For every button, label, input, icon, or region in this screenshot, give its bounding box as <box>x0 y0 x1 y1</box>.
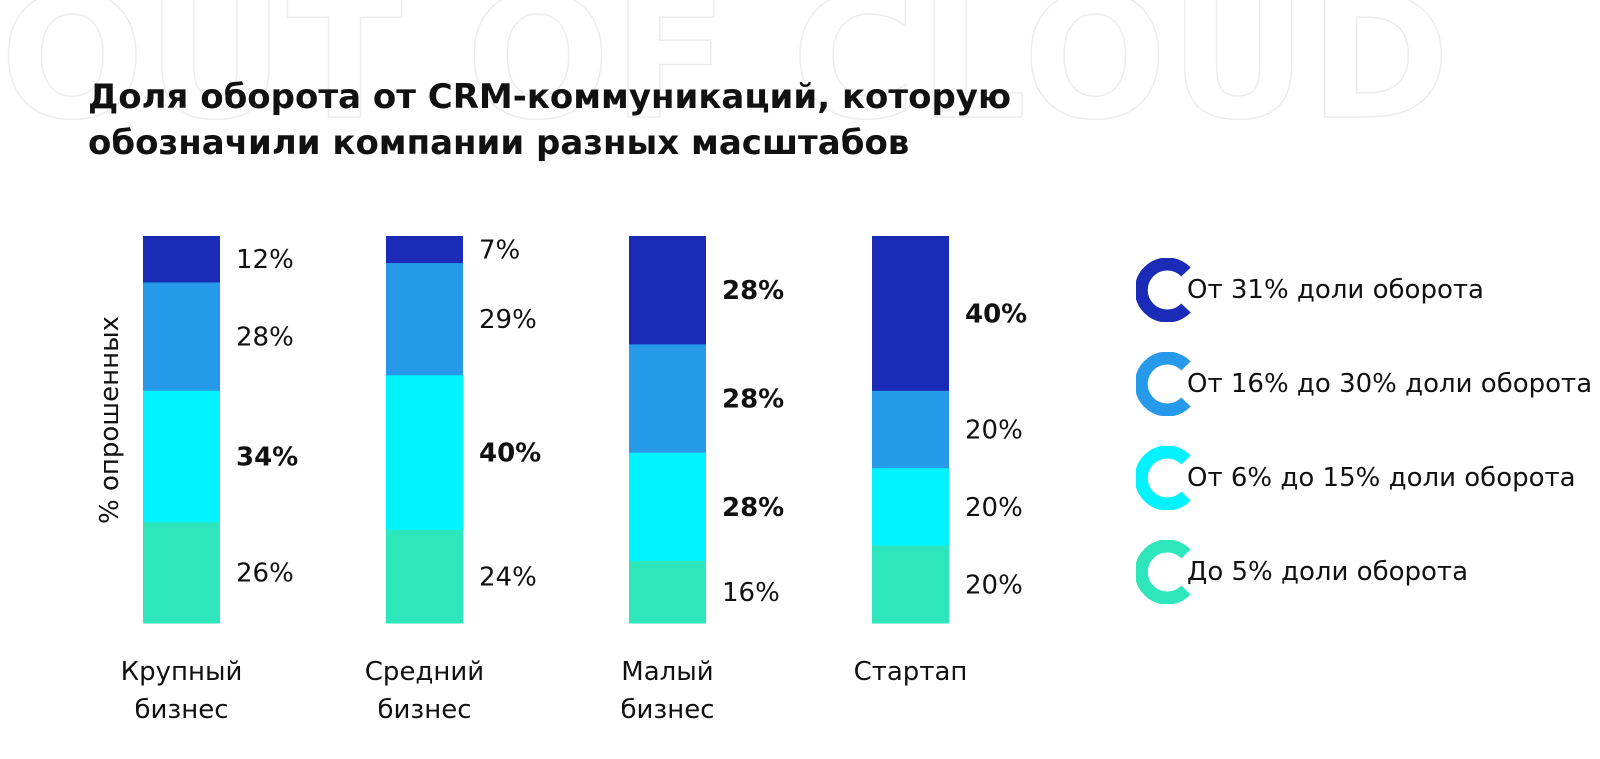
legend-swatch-icon <box>1136 540 1191 604</box>
category-label: бизнес <box>134 695 228 725</box>
bar-segment <box>386 530 463 624</box>
bar-segment <box>872 468 949 547</box>
legend-swatch-icon <box>1136 258 1191 322</box>
data-label: 40% <box>965 299 1027 329</box>
data-label: 24% <box>479 563 537 593</box>
chart-title-line-1: Доля оборота от CRM-коммуникаций, котору… <box>88 77 1011 117</box>
legend-label: До 5% доли оборота <box>1187 557 1468 587</box>
data-label: 20% <box>965 570 1023 600</box>
legend-label: От 16% до 30% доли оборота <box>1187 369 1593 399</box>
bar-segment <box>872 390 949 469</box>
legend-item-6-15: От 6% до 15% доли оборота <box>1136 446 1600 510</box>
stacked-bar-chart: 12% 28% 34% 26% Крупный бизнес 7% 29% 40% 24% Сред… <box>121 236 1028 725</box>
data-label: 26% <box>236 559 294 589</box>
data-label: 20% <box>965 416 1023 446</box>
legend-item-16-30: От 16% до 30% доли оборота <box>1136 352 1600 416</box>
data-label: 28% <box>236 323 294 353</box>
chart-title-line-2: обозначили компании разных масштабов <box>88 123 910 163</box>
data-label: 29% <box>479 305 537 335</box>
legend-swatch-icon <box>1136 352 1191 416</box>
bar-segment <box>872 236 949 392</box>
data-label: 16% <box>722 578 780 608</box>
legend-item-31-plus: От 31% доли оборота <box>1136 258 1600 322</box>
legend-label: От 31% доли оборота <box>1187 275 1484 305</box>
data-label: 28% <box>722 493 784 523</box>
bar-segment <box>143 236 220 283</box>
bar-segment <box>143 282 220 392</box>
bar-segment <box>143 522 220 624</box>
watermark-logo: OUT OF CLOUD <box>0 0 1453 159</box>
data-label: 20% <box>965 493 1023 523</box>
legend-swatch-shape <box>1136 540 1191 604</box>
legend-swatch-shape <box>1136 446 1191 510</box>
data-label: 12% <box>236 245 294 275</box>
category-label: Стартап <box>854 657 968 687</box>
category-label: бизнес <box>620 695 714 725</box>
category-label: бизнес <box>377 695 471 725</box>
bar-segment <box>386 375 463 531</box>
category-label: Средний <box>365 657 484 687</box>
legend-swatch-shape <box>1136 258 1191 322</box>
category-label: Крупный <box>121 657 243 687</box>
legend-item-up-to-5: До 5% доли оборота <box>1136 540 1600 604</box>
data-label: 34% <box>236 443 298 473</box>
legend-swatch-icon <box>1136 446 1191 510</box>
data-label: 28% <box>722 385 784 415</box>
bar-segment <box>386 263 463 376</box>
legend-label: От 6% до 15% доли оборота <box>1187 463 1576 493</box>
category-label: Малый <box>621 657 713 687</box>
bar-segment <box>629 236 706 345</box>
legend-swatch-shape <box>1136 352 1191 416</box>
bar-segment <box>386 236 463 264</box>
data-label: 7% <box>479 236 520 266</box>
bar-segment <box>872 545 949 624</box>
chart-title: Доля оборота от CRM-коммуникаций, котору… <box>88 74 1048 166</box>
data-label: 28% <box>722 276 784 306</box>
legend: От 31% доли оборота От 16% до 30% доли о… <box>1136 258 1600 618</box>
data-label: 40% <box>479 439 541 469</box>
bar-segment <box>143 390 220 523</box>
bar-segment <box>629 344 706 454</box>
bar-segment <box>629 452 706 562</box>
bar-segment <box>629 561 706 624</box>
